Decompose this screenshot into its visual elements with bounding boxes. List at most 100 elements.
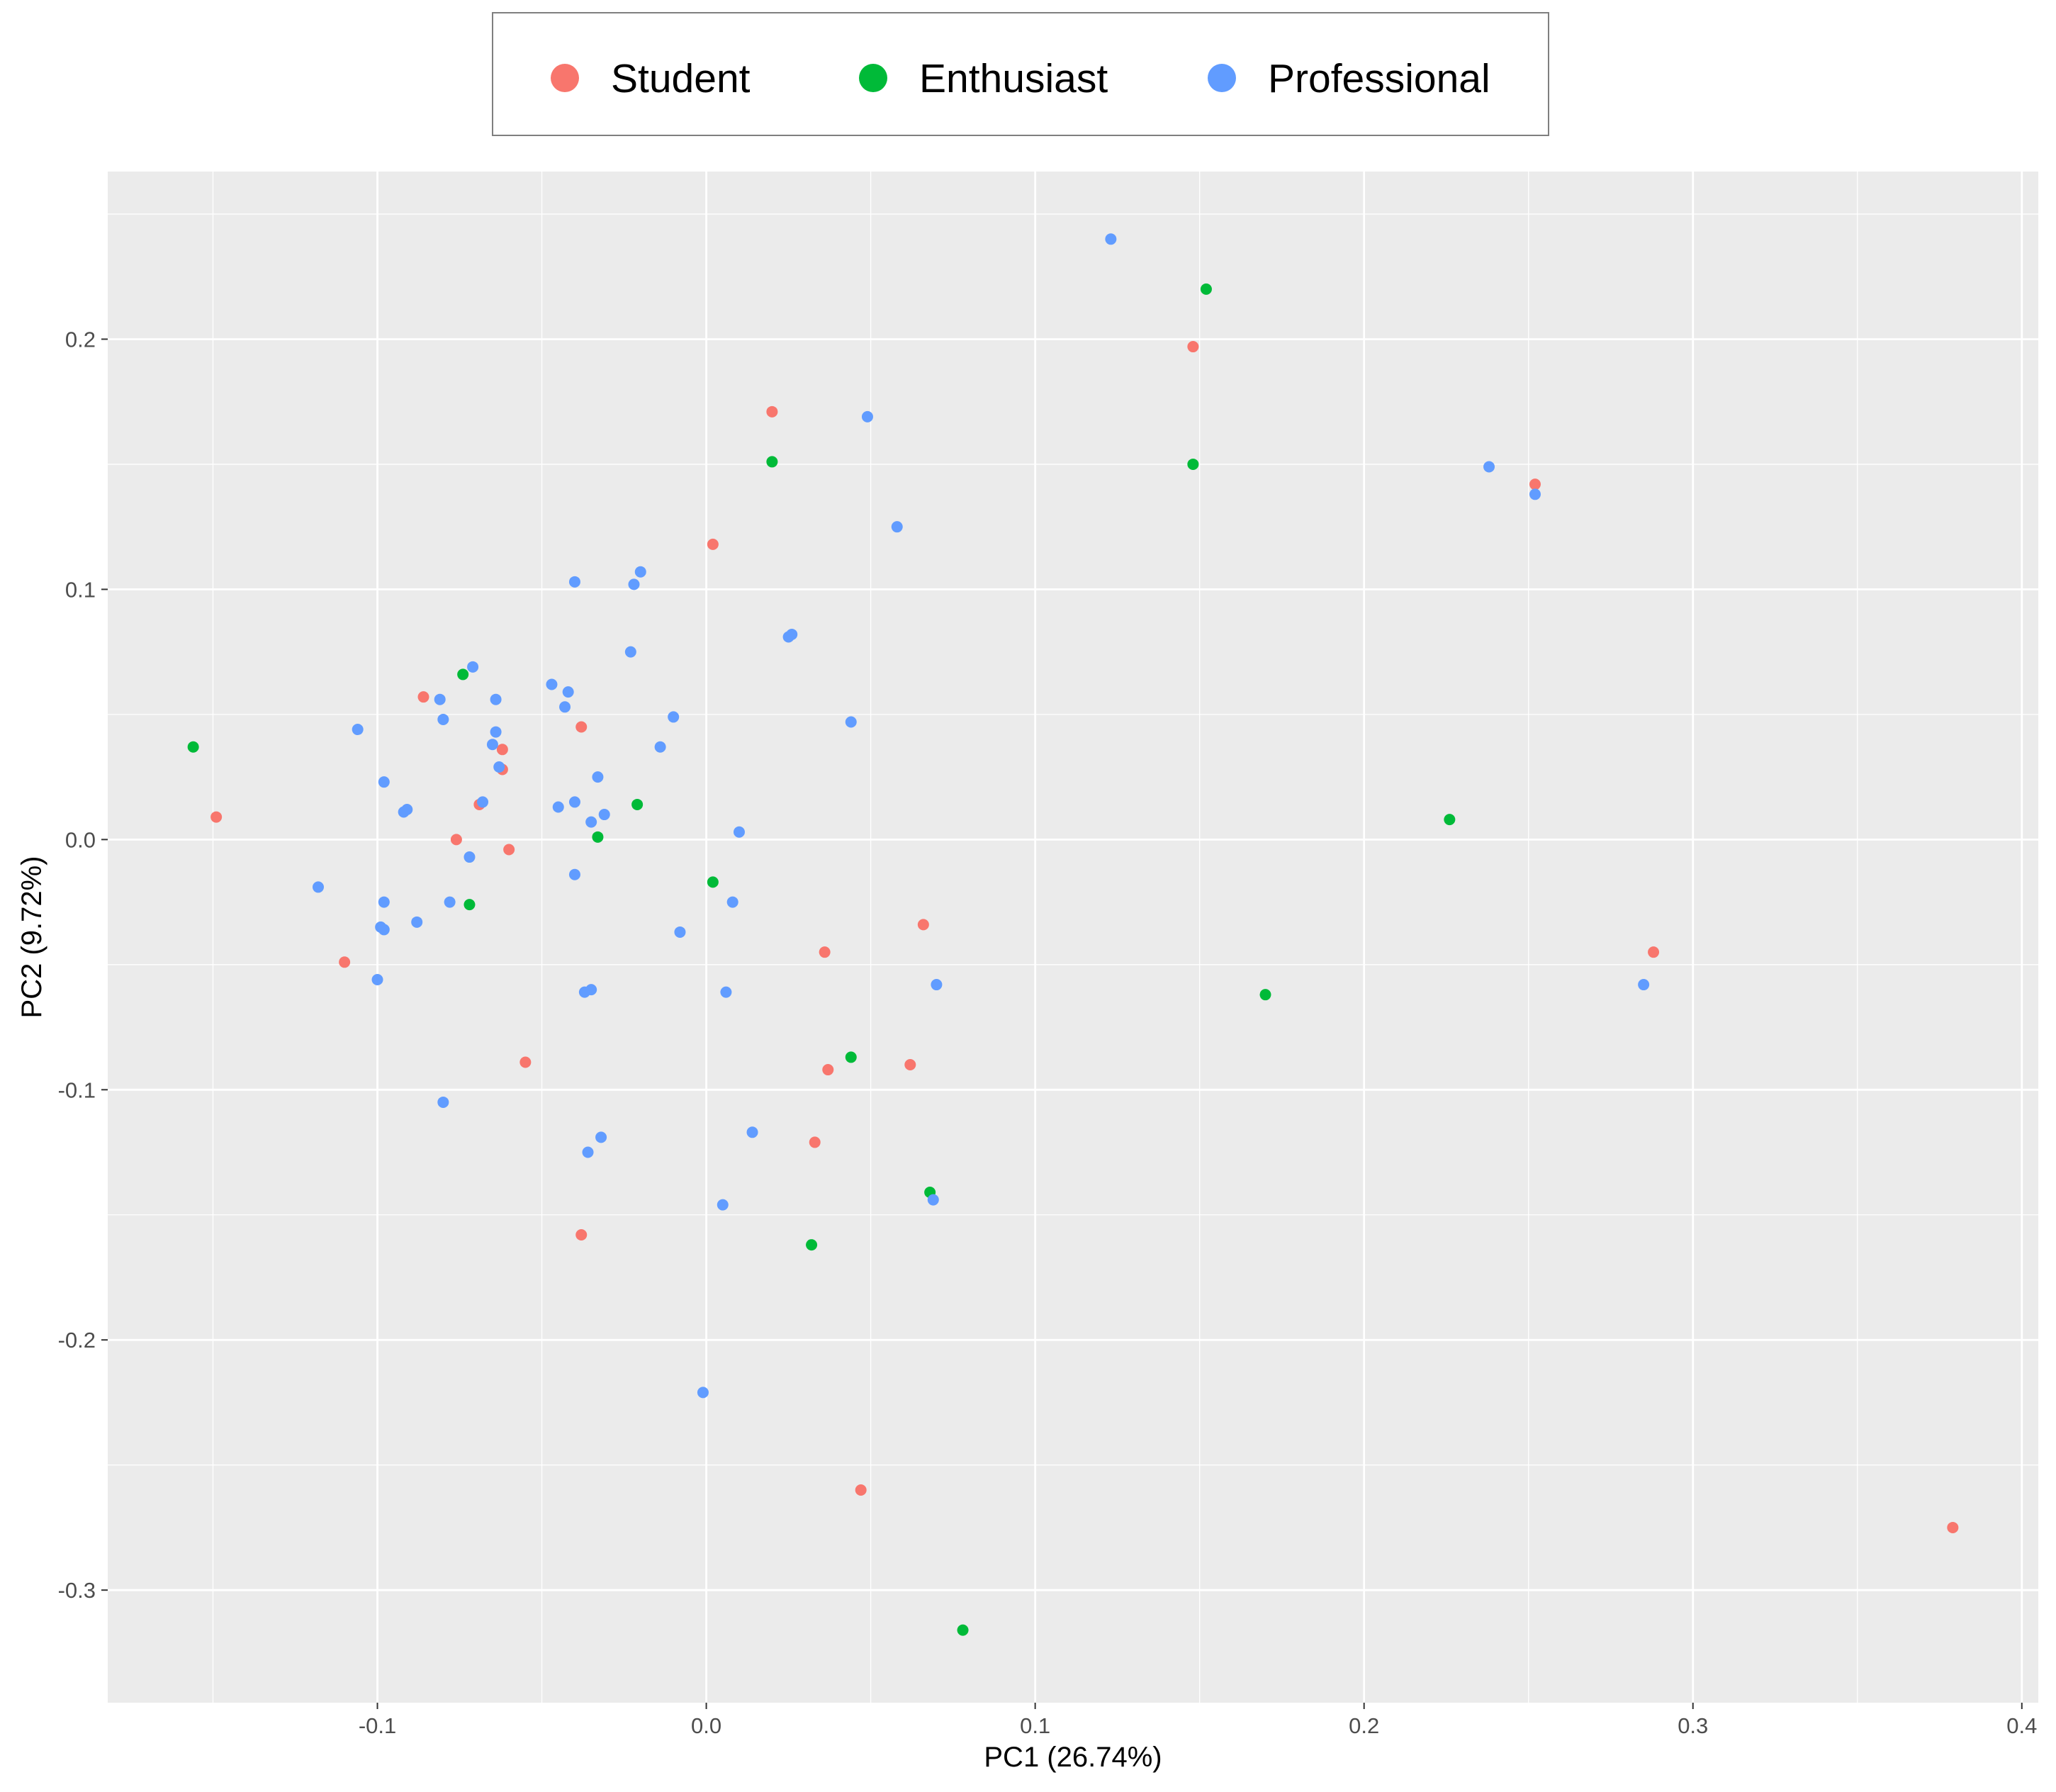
data-point-professional xyxy=(585,984,597,996)
data-point-enthusiast xyxy=(1187,458,1199,470)
data-point-professional xyxy=(552,801,564,813)
x-tick-label: 0.1 xyxy=(1020,1713,1050,1738)
data-point-professional xyxy=(477,796,489,808)
data-point-professional xyxy=(720,986,732,998)
data-point-student xyxy=(1947,1521,1959,1533)
data-point-professional xyxy=(845,716,857,728)
data-point-professional xyxy=(559,701,571,713)
data-point-professional xyxy=(378,896,390,908)
y-tick-label: 0.1 xyxy=(65,577,96,602)
x-tick-label: 0.4 xyxy=(2006,1713,2037,1738)
y-tick-label: 0.0 xyxy=(65,827,96,852)
data-point-student xyxy=(339,956,351,968)
data-point-student xyxy=(1529,478,1541,491)
data-point-professional xyxy=(668,711,680,723)
data-point-professional xyxy=(411,916,423,928)
data-point-professional xyxy=(493,761,505,773)
data-point-professional xyxy=(378,924,390,936)
data-point-enthusiast xyxy=(1259,989,1271,1001)
legend-label-student: Student xyxy=(611,56,751,101)
y-axis-ticks: -0.3 -0.2 -0.1 0.0 0.1 0.2 xyxy=(58,327,108,1603)
data-point-professional xyxy=(1105,233,1117,245)
data-point-student xyxy=(496,744,508,756)
data-point-student xyxy=(417,691,429,703)
data-point-professional xyxy=(490,726,502,738)
data-point-student xyxy=(766,405,778,418)
data-point-professional xyxy=(490,693,502,705)
x-tick-label: 0.3 xyxy=(1678,1713,1708,1738)
data-point-student xyxy=(503,844,515,856)
data-point-enthusiast xyxy=(707,876,719,888)
data-point-student xyxy=(210,811,223,823)
x-tick-label: 0.0 xyxy=(691,1713,721,1738)
data-point-professional xyxy=(931,979,943,991)
legend-key-professional xyxy=(1208,64,1236,92)
data-point-professional xyxy=(378,776,390,788)
data-point-professional xyxy=(726,896,738,908)
data-point-professional xyxy=(1638,979,1650,991)
data-point-professional xyxy=(674,926,686,938)
data-points xyxy=(187,233,1959,1636)
y-tick-label: -0.1 xyxy=(58,1077,96,1102)
y-tick-label: -0.2 xyxy=(58,1328,96,1353)
data-point-professional xyxy=(595,1131,607,1143)
legend-label-professional: Professional xyxy=(1268,56,1490,101)
data-point-enthusiast xyxy=(1200,283,1212,295)
data-point-professional xyxy=(628,578,640,590)
data-point-enthusiast xyxy=(1444,814,1456,826)
data-point-professional xyxy=(634,566,646,578)
data-point-enthusiast xyxy=(187,741,199,753)
data-point-enthusiast xyxy=(631,798,644,810)
data-point-professional xyxy=(486,739,498,751)
x-tick-label: -0.1 xyxy=(359,1713,396,1738)
data-point-professional xyxy=(697,1387,709,1399)
data-point-enthusiast xyxy=(592,831,604,843)
data-point-student xyxy=(1187,341,1199,353)
y-tick-label: -0.3 xyxy=(58,1578,96,1603)
data-point-professional xyxy=(585,816,597,828)
data-point-professional xyxy=(401,804,413,815)
series-professional xyxy=(312,233,1650,1399)
legend-items: Student Enthusiast Professional xyxy=(551,56,1490,101)
data-point-professional xyxy=(598,809,610,821)
data-point-student xyxy=(707,538,719,550)
legend: Student Enthusiast Professional xyxy=(492,12,1549,136)
legend-label-enthusiast: Enthusiast xyxy=(919,56,1108,101)
data-point-professional xyxy=(568,868,580,880)
data-point-professional xyxy=(371,974,383,985)
data-point-professional xyxy=(568,796,580,808)
data-point-enthusiast xyxy=(464,899,476,911)
x-axis-title: PC1 (26.74%) xyxy=(984,1742,1162,1773)
x-tick-label: 0.2 xyxy=(1349,1713,1379,1738)
data-point-professional xyxy=(891,521,903,533)
data-point-professional xyxy=(1529,488,1541,500)
data-point-professional xyxy=(444,896,456,908)
data-point-professional xyxy=(467,661,479,673)
legend-item-student: Student xyxy=(551,56,751,101)
data-point-enthusiast xyxy=(845,1051,857,1063)
data-point-professional xyxy=(1483,461,1495,473)
data-point-professional xyxy=(312,881,324,893)
data-point-student xyxy=(519,1056,532,1068)
data-point-professional xyxy=(434,693,446,705)
legend-item-professional: Professional xyxy=(1208,56,1490,101)
data-point-professional xyxy=(592,771,604,783)
data-point-professional xyxy=(464,851,476,863)
data-point-professional xyxy=(437,1096,449,1108)
data-point-student xyxy=(809,1136,821,1148)
data-point-professional xyxy=(717,1199,729,1211)
data-point-professional xyxy=(746,1126,758,1138)
y-tick-label: 0.2 xyxy=(65,327,96,352)
data-point-student xyxy=(1648,946,1660,958)
data-point-student xyxy=(917,919,929,931)
data-point-professional xyxy=(733,826,745,838)
series-student xyxy=(210,341,1959,1533)
data-point-professional xyxy=(582,1146,594,1158)
data-point-professional xyxy=(654,741,666,753)
legend-key-student xyxy=(551,64,579,92)
data-point-professional xyxy=(861,410,873,422)
data-point-student xyxy=(855,1484,867,1496)
data-point-enthusiast xyxy=(957,1624,969,1636)
data-point-student xyxy=(819,946,831,958)
